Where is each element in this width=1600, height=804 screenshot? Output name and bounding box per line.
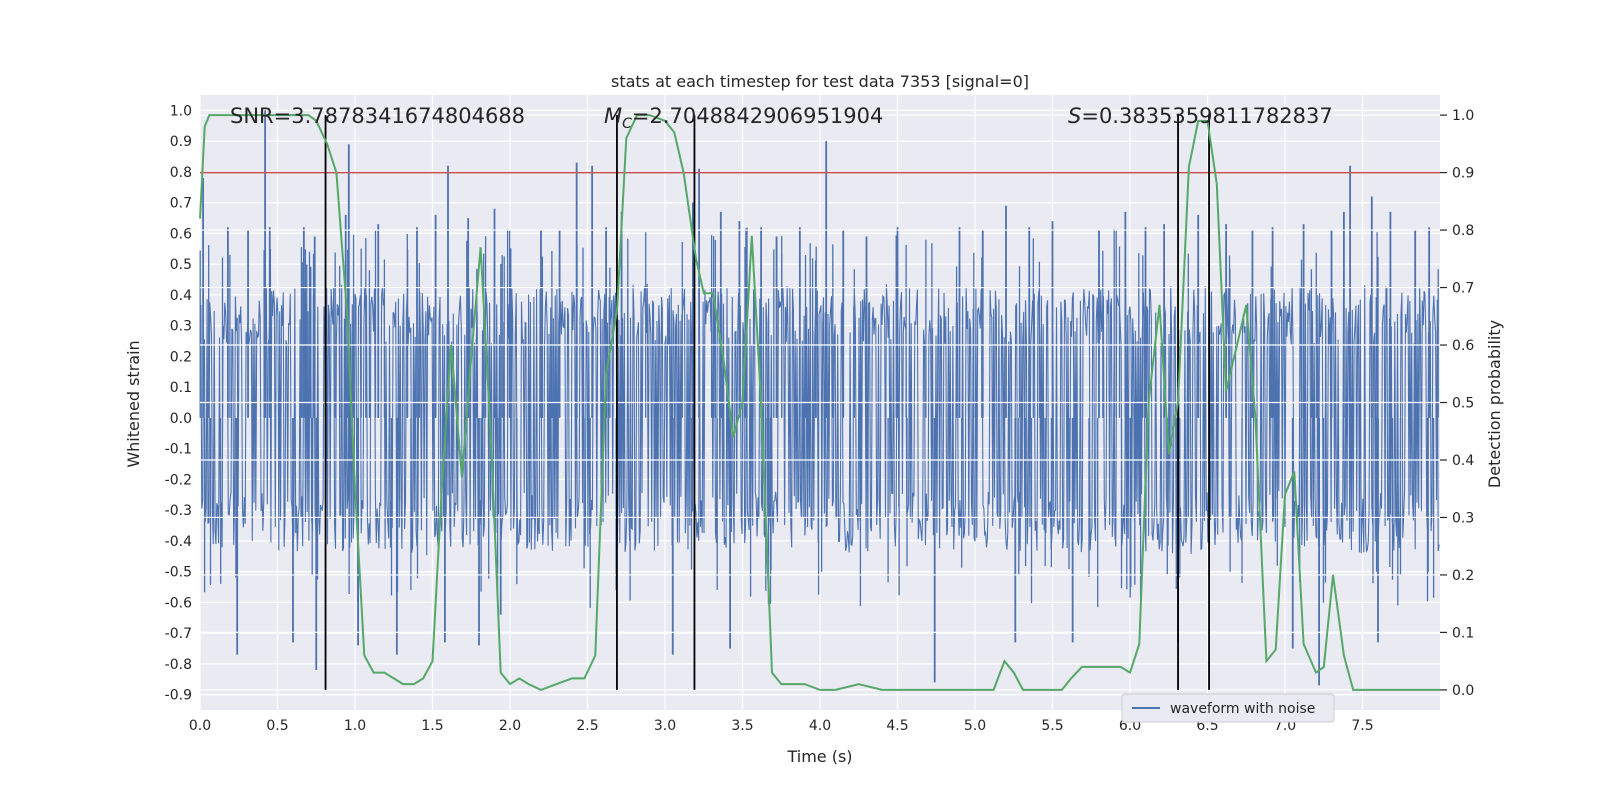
left-y-tick-label: -0.4	[165, 534, 192, 550]
right-y-tick-label: 0.5	[1452, 396, 1474, 412]
left-y-tick-label: -0.6	[165, 595, 192, 611]
x-tick-label: 4.5	[886, 718, 908, 734]
x-tick-label: 3.0	[654, 718, 676, 734]
right-y-tick-label: 0.2	[1452, 568, 1474, 584]
legend-box	[1121, 693, 1335, 723]
right-y-tick-label: 0.1	[1452, 625, 1474, 641]
right-y-tick-label: 0.6	[1452, 338, 1474, 354]
stat-annotation-prefix: S	[1068, 104, 1081, 128]
x-tick-label: 5.0	[964, 718, 986, 734]
left-y-tick-label: -0.1	[165, 442, 192, 458]
legend: waveform with noise	[1121, 693, 1335, 723]
x-tick-label: 7.5	[1351, 718, 1373, 734]
waveform-texture-spikes	[199, 227, 1439, 608]
right-y-tick-label: 0.4	[1452, 453, 1474, 469]
chart-title: stats at each timestep for test data 735…	[611, 72, 1029, 91]
probability-line	[199, 114, 1440, 691]
left-y-tick-label: 0.4	[170, 288, 192, 304]
x-tick-label: 1.5	[421, 718, 443, 734]
x-tick-label: 5.5	[1041, 718, 1063, 734]
stat-annotation-prefix: M	[604, 104, 622, 128]
right-y-tick-label: 0.0	[1452, 683, 1474, 699]
left-y-tick-label: -0.8	[165, 657, 192, 673]
left-y-tick-label: -0.5	[165, 565, 192, 581]
stat-annotation-value: =2.7048842906951904	[632, 104, 883, 128]
left-y-tick-label: -0.2	[165, 472, 192, 488]
stat-annotation-prefix: SNR	[230, 104, 274, 128]
stat-annotation: MC=2.7048842906951904	[604, 104, 883, 132]
right-y-tick-label: 0.8	[1452, 223, 1474, 239]
x-tick-label: 1.0	[344, 718, 366, 734]
right-y-axis-title: Detection probability	[1485, 320, 1504, 488]
x-tick-label: 2.5	[576, 718, 598, 734]
left-y-tick-label: 0.5	[170, 257, 192, 273]
left-y-tick-label: 0.1	[170, 380, 192, 396]
x-tick-label: 2.0	[499, 718, 521, 734]
stat-annotation-value: =3.7878341674804688	[274, 104, 525, 128]
right-y-tick-label: 0.7	[1452, 281, 1474, 297]
waveform-line	[199, 283, 1440, 556]
left-y-tick-label: 0.2	[170, 349, 192, 365]
x-tick-label: 4.0	[809, 718, 831, 734]
stat-annotation-value: =0.3835359811782837	[1081, 104, 1332, 128]
left-y-tick-label: 0.9	[170, 134, 192, 150]
probability-layer	[199, 114, 1440, 691]
stat-annotation-subscript: C	[622, 116, 632, 132]
left-y-axis-title: Whitened strain	[124, 340, 143, 467]
left-y-tick-label: -0.9	[165, 688, 192, 704]
left-y-tick-label: 0.0	[170, 411, 192, 427]
left-y-tick-label: -0.7	[165, 626, 192, 642]
left-y-tick-label: 0.6	[170, 226, 192, 242]
annotation-layer: SNR=3.7878341674804688 MC=2.7048842906951…	[230, 104, 1333, 132]
x-tick-label: 3.5	[731, 718, 753, 734]
stat-annotation: SNR=3.7878341674804688	[230, 104, 525, 128]
left-y-tick-label: -0.3	[165, 503, 192, 519]
left-y-tick-label: 0.3	[170, 319, 192, 335]
left-y-tick-label: 0.8	[170, 165, 192, 181]
stat-annotation: S=0.3835359811782837	[1068, 104, 1333, 128]
legend-label-waveform: waveform with noise	[1170, 701, 1315, 717]
right-y-tick-label: 1.0	[1452, 108, 1474, 124]
x-tick-label: 0.0	[189, 718, 211, 734]
right-y-tick-label: 0.3	[1452, 510, 1474, 526]
left-y-tick-label: 0.7	[170, 196, 192, 212]
left-y-tick-label: 1.0	[170, 103, 192, 119]
ticks-layer: 0.0 0.5 1.0 1.5 2.0 2.5 3.0 3.5 4.0 4.5 5.0 5.5 6.0 6…	[165, 103, 1475, 734]
right-y-tick-label: 0.9	[1452, 166, 1474, 182]
x-tick-label: 0.5	[266, 718, 288, 734]
x-axis-title: Time (s)	[786, 747, 852, 766]
